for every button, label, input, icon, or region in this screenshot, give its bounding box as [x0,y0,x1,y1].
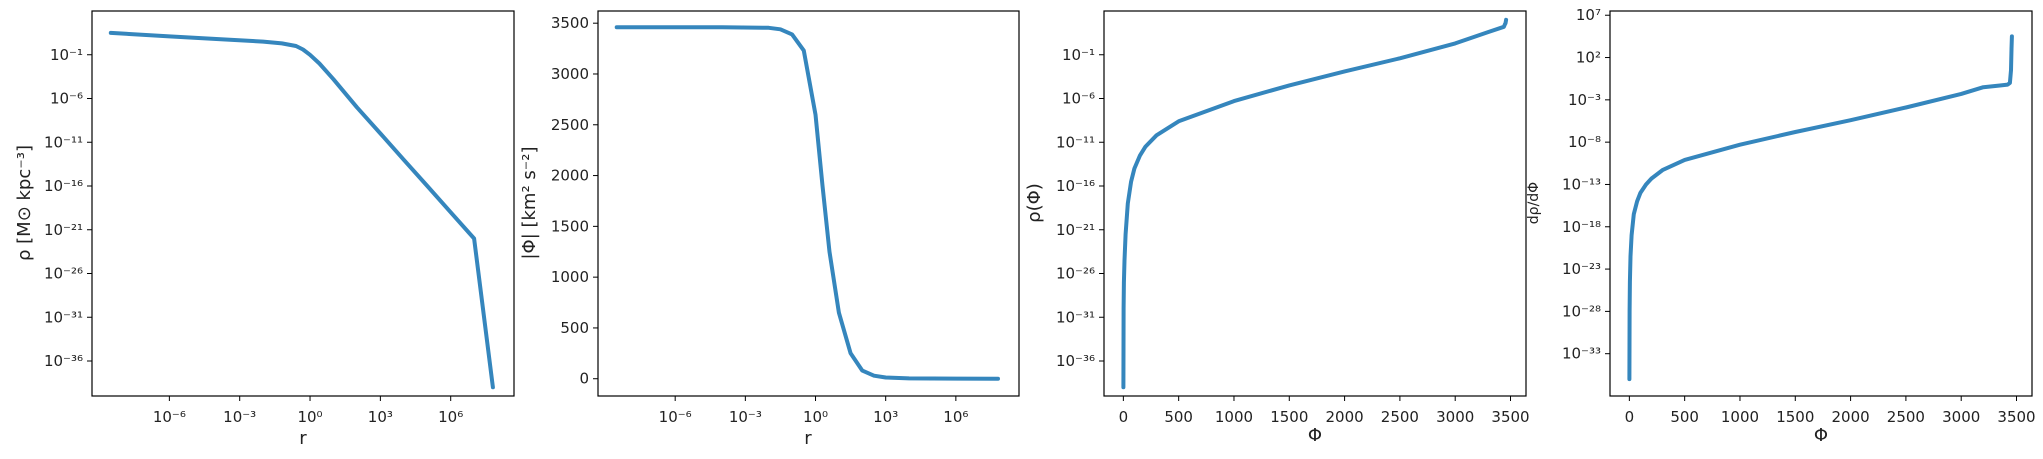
x-tick-label: 2000 [1325,408,1363,426]
x-axis-label: r [299,428,307,449]
y-tick-label: 2500 [551,116,589,134]
tick-group: 10⁻⁶ 10⁻³ 10⁰ 10³ 10⁶ 0 500 1000 1500 2000 2500 300… [551,14,969,426]
y-tick-label: 10⁻¹¹ [1056,133,1095,151]
x-tick-label: 3000 [1436,408,1474,426]
panel-potential-vs-radius: 10⁻⁶ 10⁻³ 10⁰ 10³ 10⁶ 0 500 1000 1500 2000 2500 300… [519,10,1020,449]
y-tick-label: 10⁻¹⁸ [1562,218,1601,236]
x-tick-label: 3500 [1491,408,1529,426]
y-tick-label: 10⁻⁶ [1062,90,1095,108]
x-tick-label: 2000 [1831,408,1869,426]
x-tick-label: 10⁻⁶ [659,408,692,426]
x-tick-label: 3000 [1942,408,1980,426]
x-tick-label: 1000 [1215,408,1253,426]
x-tick-label: 0 [1625,408,1635,426]
tick-group: 0 500 1000 1500 2000 2500 3000 3500 10⁷ 10² 10⁻³ 10… [1562,6,2036,426]
y-tick-label: 10⁻³ [1568,91,1601,109]
y-tick-label: 10⁻²¹ [44,221,83,239]
x-tick-label: 2500 [1381,408,1419,426]
plot-frame [597,10,1020,397]
y-tick-label: 10⁻⁶ [50,90,83,108]
y-tick-label: 10⁻⁸ [1568,133,1601,151]
y-tick-label: 10⁻²¹ [1056,221,1095,239]
y-tick-label: 2000 [551,167,589,185]
panel-drho-dphi-vs-potential: 0 500 1000 1500 2000 2500 3000 3500 10⁷ 10² 10⁻³ 10… [1526,6,2036,446]
x-tick-label: 10⁶ [943,408,968,426]
series-line [1627,34,2014,382]
series-line [108,30,495,390]
panel-density-vs-potential: 0 500 1000 1500 2000 2500 3000 3500 10⁻¹ 10⁻⁶ 10⁻¹… [1024,10,1530,446]
y-tick-label: 3500 [551,14,589,32]
y-axis-label: dρ/dΦ [1526,182,1542,224]
x-tick-label: 10⁰ [803,408,828,426]
y-tick-label: 10⁻³⁶ [44,352,83,370]
x-tick-label: 10³ [368,408,393,426]
x-tick-label: 3500 [1997,408,2035,426]
x-tick-label: 1000 [1721,408,1759,426]
x-tick-label: 10³ [873,408,898,426]
y-tick-label: 10² [1576,49,1601,67]
x-tick-label: 500 [1670,408,1699,426]
x-tick-label: 0 [1119,408,1129,426]
y-tick-label: 3000 [551,65,589,83]
y-tick-label: 10⁻¹¹ [44,133,83,151]
x-axis-label: Φ [1814,425,1828,446]
y-tick-label: 10⁻²⁶ [1056,265,1095,283]
y-tick-label: 1500 [551,217,589,235]
y-tick-label: 10⁻³³ [1562,345,1601,363]
y-tick-label: 10⁻³¹ [44,308,83,326]
x-tick-label: 2500 [1887,408,1925,426]
plot-frame [1609,10,2033,397]
x-axis-label: Φ [1308,425,1322,446]
x-tick-label: 1500 [1270,408,1308,426]
series-line [1121,17,1509,390]
series-line [614,25,1000,381]
x-tick-label: 10⁰ [297,408,322,426]
y-axis-label: ρ(Φ) [1024,183,1045,223]
y-tick-label: 10⁻³¹ [1056,308,1095,326]
x-tick-label: 10⁻³ [729,408,762,426]
y-axis-label: ρ [M⊙ kpc⁻³] [14,145,35,261]
plot-frame [1103,10,1527,397]
y-tick-label: 10⁻²³ [1562,260,1601,278]
x-axis-label: r [804,428,812,449]
y-tick-label: 10⁻¹ [50,46,83,64]
plot-frame [91,10,515,397]
y-tick-label: 500 [560,319,589,337]
tick-group: 0 500 1000 1500 2000 2500 3000 3500 10⁻¹ 10⁻⁶ 10⁻¹… [1056,46,1530,426]
y-tick-label: 10⁻¹⁶ [44,177,83,195]
x-tick-label: 500 [1164,408,1193,426]
y-tick-label: 10⁻¹⁶ [1056,177,1095,195]
y-tick-label: 1000 [551,268,589,286]
tick-group: 10⁻⁶ 10⁻³ 10⁰ 10³ 10⁶ 10⁻¹ 10⁻⁶ 10⁻¹¹ 10⁻¹⁶ 10⁻²¹… [44,46,463,426]
x-tick-label: 1500 [1776,408,1814,426]
x-tick-label: 10⁻⁶ [153,408,186,426]
y-tick-label: 10⁻³⁶ [1056,352,1095,370]
y-tick-label: 0 [579,370,589,388]
y-tick-label: 10⁻²⁸ [1562,302,1601,320]
y-tick-label: 10⁻¹ [1062,46,1095,64]
panel-density-vs-radius: 10⁻⁶ 10⁻³ 10⁰ 10³ 10⁶ 10⁻¹ 10⁻⁶ 10⁻¹¹ 10⁻¹⁶ 10⁻²¹… [14,10,515,449]
y-tick-label: 10⁻²⁶ [44,265,83,283]
y-tick-label: 10⁻¹³ [1562,175,1601,193]
x-tick-label: 10⁶ [438,408,463,426]
x-tick-label: 10⁻³ [223,408,256,426]
y-tick-label: 10⁷ [1576,6,1601,24]
y-axis-label: |Φ| [km² s⁻²] [519,146,540,259]
